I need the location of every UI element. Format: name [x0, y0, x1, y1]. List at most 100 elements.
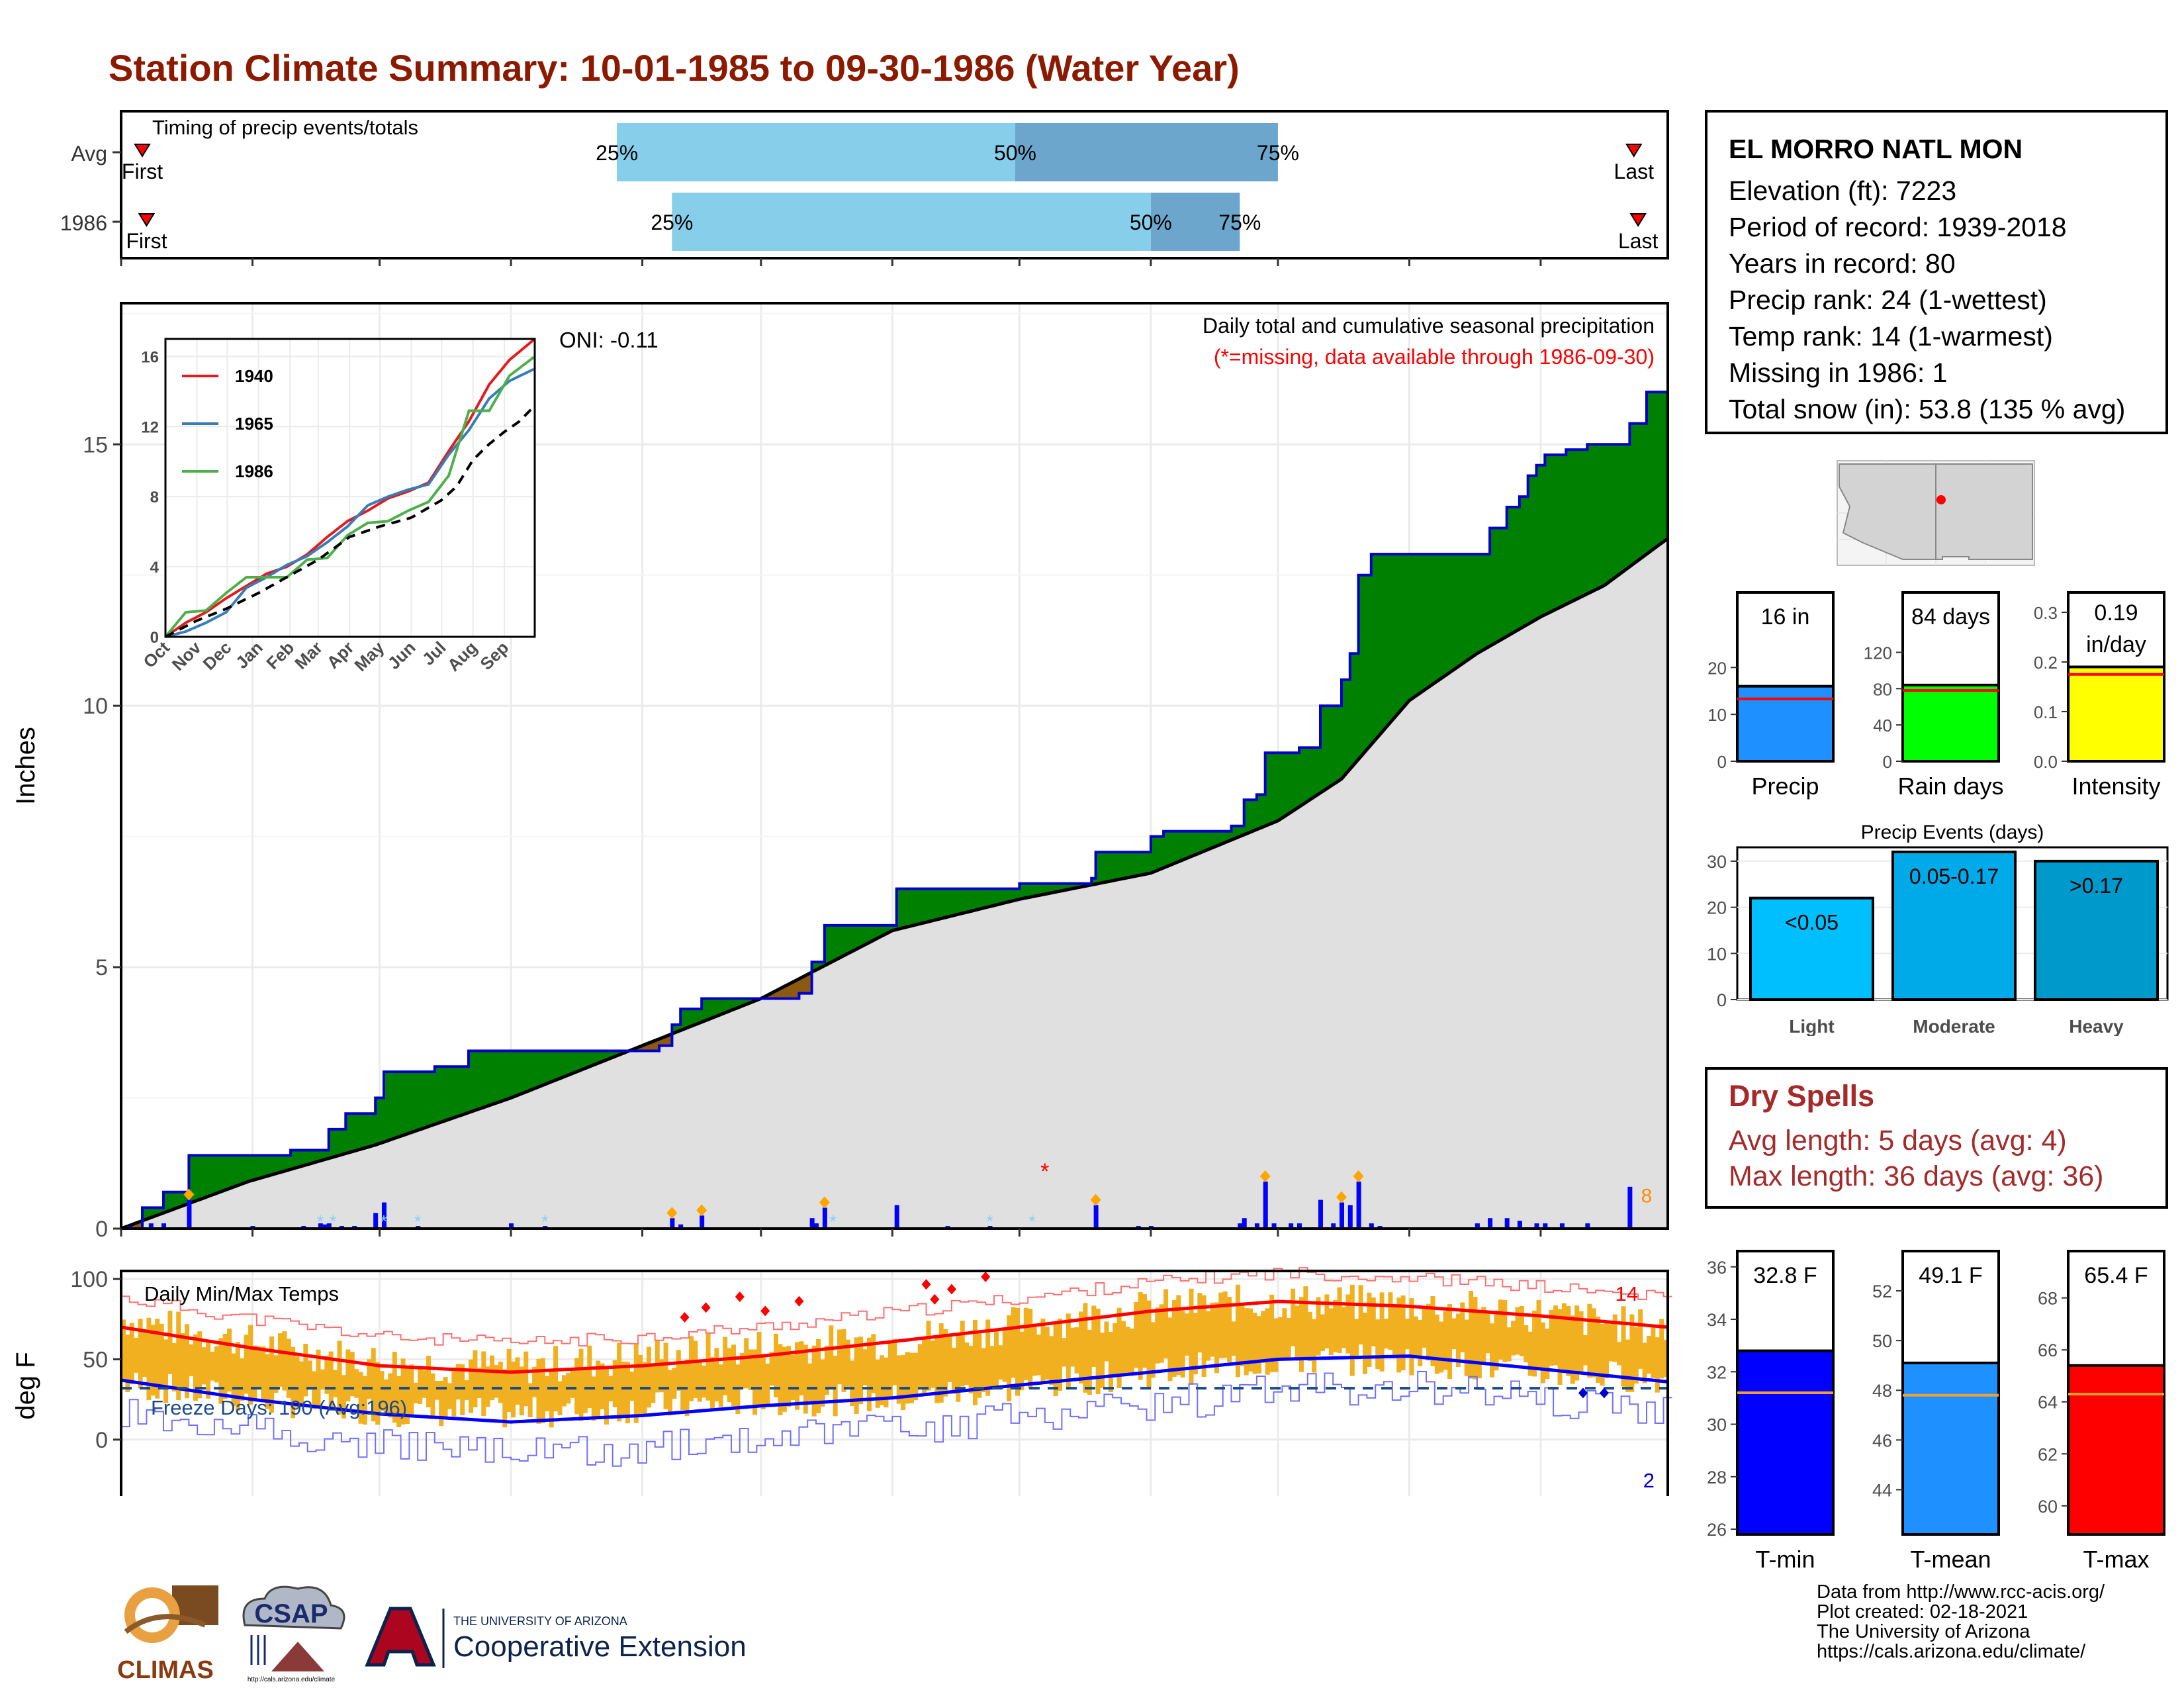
new-mexico-shape [1935, 463, 2033, 560]
daily-temp-bar [1044, 1327, 1050, 1380]
daily-temp-bar [943, 1329, 948, 1397]
daily-temp-bar [261, 1346, 266, 1403]
daily-temp-bar [845, 1339, 850, 1387]
daily-temp-bar [434, 1380, 439, 1400]
daily-temp-bar [362, 1376, 367, 1425]
daily-temp-bar [286, 1338, 291, 1398]
daily-temp-bar [490, 1355, 495, 1401]
daily-temp-bar [1574, 1305, 1580, 1381]
daily-temp-bar [993, 1329, 999, 1388]
daily-precip-bar [1543, 1223, 1548, 1229]
daily-temp-bar [646, 1346, 651, 1408]
station-temp-rank: Temp rank: 14 (1-warmest) [1729, 321, 2053, 352]
daily-temp-bar [540, 1358, 545, 1423]
daily-temp-bar [1252, 1313, 1257, 1374]
daily-temp-bar [527, 1383, 533, 1418]
daily-temp-bar [998, 1345, 1003, 1380]
daily-temp-bar [1396, 1297, 1402, 1373]
daily-temp-bar [760, 1356, 766, 1409]
dry-spells-avg: Avg length: 5 days (avg: 4) [1729, 1125, 2067, 1156]
daily-precip-bar [1331, 1223, 1336, 1229]
daily-temp-bar [693, 1340, 698, 1399]
daily-temp-bar [1379, 1292, 1385, 1372]
daily-temp-bar [455, 1364, 461, 1400]
daily-temp-bar [150, 1325, 156, 1396]
daily-temp-bar [545, 1376, 550, 1412]
snow-event-marker [819, 1196, 830, 1209]
daily-temp-bar [1146, 1300, 1152, 1389]
daily-temp-bar [748, 1349, 753, 1390]
daily-temp-bar [782, 1346, 787, 1412]
daily-temp-bar [1134, 1301, 1139, 1368]
daily-temp-bar [383, 1379, 388, 1416]
daily-temp-bar [968, 1345, 974, 1393]
daily-temp-bar [1269, 1294, 1275, 1372]
average-max-line [120, 1299, 1668, 1374]
daily-temp-bar [256, 1346, 261, 1389]
daily-temp-bar [1464, 1319, 1469, 1376]
timing-chart: Avg 25% 50% 75% First Last 1986 25% 50% 75% First L… [60, 110, 1669, 266]
daily-precip-bar [1289, 1223, 1294, 1229]
daily-precip-bar [1254, 1223, 1259, 1229]
mini-value-label: 0.19 [2094, 600, 2138, 626]
daily-temp-bar [1532, 1310, 1537, 1377]
precip-event-bar-label: <0.05 [1785, 911, 1839, 935]
daily-temp-bar [1002, 1329, 1007, 1382]
daily-precip-bar [1475, 1223, 1480, 1229]
trace-marker: * [330, 1211, 336, 1231]
daily-temp-bar [1142, 1294, 1148, 1368]
daily-temp-bar [1070, 1327, 1075, 1367]
missing-data-marker: * [1040, 1159, 1049, 1184]
timing-p50-label: 50% [994, 141, 1036, 165]
daily-temp-bar [1625, 1339, 1630, 1392]
daily-temp-bar [820, 1359, 825, 1407]
daily-temp-bar [1608, 1324, 1614, 1362]
station-info-box: EL MORRO NATL MON Elevation (ft): 7223 P… [1705, 110, 2168, 434]
daily-temp-bar [1524, 1325, 1529, 1363]
daily-temp-bar [324, 1356, 330, 1394]
daily-temp-bar [155, 1319, 160, 1399]
daily-temp-bar [1244, 1307, 1249, 1376]
trace-marker: * [317, 1211, 324, 1231]
mini-value-label: 84 days [1911, 604, 1990, 630]
daily-temp-bar [197, 1331, 203, 1399]
station-elevation: Elevation (ft): 7223 [1729, 175, 1957, 206]
oni-label: ONI: -0.11 [559, 328, 659, 352]
daily-precip-bar [1339, 1202, 1344, 1229]
daily-temp-bar [718, 1364, 723, 1407]
trace-marker: * [381, 1211, 387, 1231]
daily-temp-bar [574, 1358, 580, 1415]
temp-summary-bar [1901, 1361, 2000, 1536]
daily-precip-bar [1263, 1181, 1268, 1229]
daily-temp-bar [341, 1375, 346, 1419]
daily-temp-bar [1058, 1318, 1063, 1391]
daily-temp-bar [536, 1359, 541, 1424]
temp-y-axis-label: deg F [11, 1352, 40, 1419]
daily-temp-bar [1277, 1317, 1283, 1358]
daily-temp-bar [473, 1350, 478, 1407]
timing-row-label: Avg [71, 142, 107, 165]
daily-temp-bar [1655, 1337, 1660, 1393]
ua-bottom-text: Cooperative Extension [453, 1630, 745, 1663]
daily-temp-bar [273, 1355, 279, 1393]
ua-logo: THE UNIVERSITY OF ARIZONA Cooperative Ex… [361, 1602, 747, 1675]
daily-temp-bar [1494, 1310, 1499, 1371]
daily-temp-bar [1240, 1304, 1245, 1366]
daily-temp-bar [765, 1363, 770, 1406]
first-event-label: First [122, 160, 163, 183]
daily-temp-bar [413, 1382, 418, 1403]
daily-temp-bar [913, 1352, 919, 1401]
daily-temp-bar [1566, 1305, 1571, 1376]
timing-title: Timing of precip events/totals [152, 116, 418, 139]
mini-y-tick-label: 0 [1717, 752, 1727, 772]
daily-temp-bar [871, 1334, 876, 1393]
daily-temp-bar [1265, 1308, 1270, 1375]
daily-temp-bar [1638, 1309, 1643, 1369]
daily-temp-bar [858, 1336, 864, 1405]
daily-precip-bar [509, 1223, 514, 1229]
precip-summary-chart: 0 10 20 16 in Precip 0 40 80 120 84 days Rain days… [1707, 591, 2165, 800]
daily-temp-bar [705, 1333, 711, 1401]
daily-temp-bar [1540, 1322, 1545, 1383]
credit-plot-created: Plot created: 02-18-2021 [1817, 1601, 2028, 1622]
daily-temp-bar [1557, 1309, 1563, 1385]
